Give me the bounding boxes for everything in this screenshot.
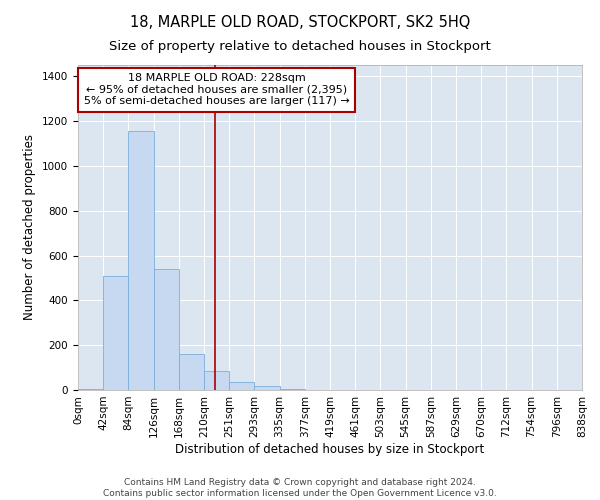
Y-axis label: Number of detached properties: Number of detached properties — [23, 134, 37, 320]
Bar — [78, 389, 103, 390]
Text: Contains HM Land Registry data © Crown copyright and database right 2024.
Contai: Contains HM Land Registry data © Crown c… — [103, 478, 497, 498]
Bar — [179, 354, 204, 390]
Bar — [204, 371, 229, 390]
Text: 18 MARPLE OLD ROAD: 228sqm
← 95% of detached houses are smaller (2,395)
5% of se: 18 MARPLE OLD ROAD: 228sqm ← 95% of deta… — [84, 73, 349, 106]
Bar — [103, 276, 128, 390]
Text: 18, MARPLE OLD ROAD, STOCKPORT, SK2 5HQ: 18, MARPLE OLD ROAD, STOCKPORT, SK2 5HQ — [130, 15, 470, 30]
Bar — [229, 382, 254, 390]
Bar — [154, 269, 179, 390]
Text: Size of property relative to detached houses in Stockport: Size of property relative to detached ho… — [109, 40, 491, 53]
Bar — [128, 131, 154, 390]
Bar — [254, 386, 280, 390]
Bar — [280, 389, 305, 390]
X-axis label: Distribution of detached houses by size in Stockport: Distribution of detached houses by size … — [175, 442, 485, 456]
